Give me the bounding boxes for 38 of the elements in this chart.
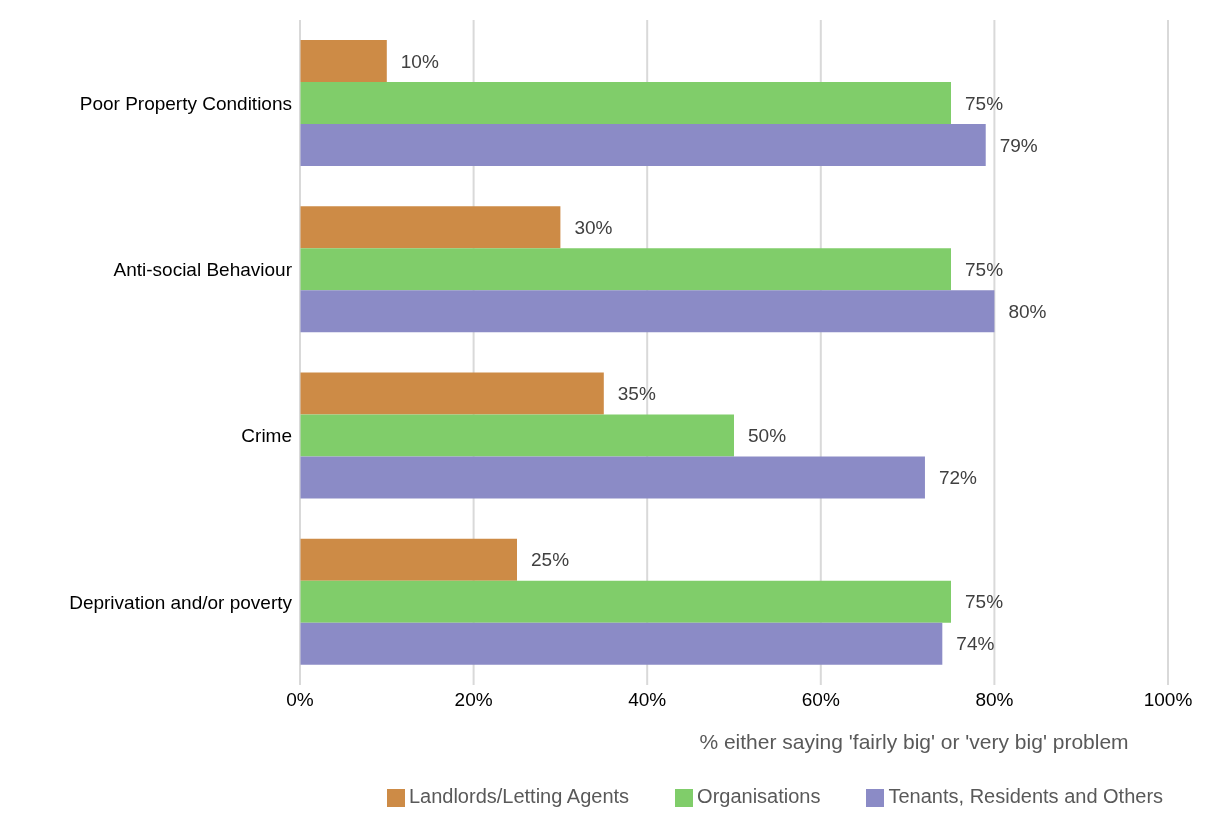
data-label: 35% [617, 383, 656, 405]
x-tick-label: 20% [454, 689, 493, 711]
data-label: 72% [938, 467, 978, 489]
data-label: 10% [400, 50, 439, 72]
bar [300, 372, 604, 415]
data-label: 75% [965, 258, 1004, 280]
legend-label: Landlords/Letting Agents [408, 785, 630, 807]
y-tick-label: Anti-social Behaviour [113, 259, 293, 281]
x-tick-label: 40% [628, 689, 667, 711]
bar [300, 538, 517, 581]
bar [300, 39, 387, 82]
y-tick-label: Crime [241, 425, 292, 447]
data-label: 79% [999, 134, 1038, 156]
bar [300, 81, 951, 124]
legend-label: Organisations [697, 785, 821, 807]
bar [300, 248, 951, 291]
x-tick-label: 80% [975, 689, 1014, 711]
data-label: 25% [531, 549, 570, 571]
bar [300, 456, 925, 499]
x-tick-label: 60% [801, 689, 840, 711]
bar [300, 290, 995, 333]
y-tick-label: Deprivation and/or poverty [69, 591, 293, 613]
bar [300, 414, 734, 457]
data-label: 50% [748, 425, 787, 447]
bar [300, 580, 951, 623]
x-axis-title: % either saying 'fairly big' or 'very big' problem [699, 730, 1129, 753]
x-tick-label: 0% [286, 689, 314, 711]
bar [300, 123, 986, 166]
data-label: 75% [965, 92, 1004, 114]
data-label: 75% [965, 591, 1004, 613]
bar [300, 206, 561, 249]
data-label: 80% [1008, 300, 1047, 322]
y-tick-label: Poor Property Conditions [79, 92, 292, 114]
bar [300, 622, 943, 665]
data-label: 30% [574, 216, 613, 238]
data-label: 74% [956, 633, 995, 655]
x-tick-label: 100% [1143, 689, 1193, 711]
legend-label: Tenants, Residents and Others [888, 785, 1164, 807]
